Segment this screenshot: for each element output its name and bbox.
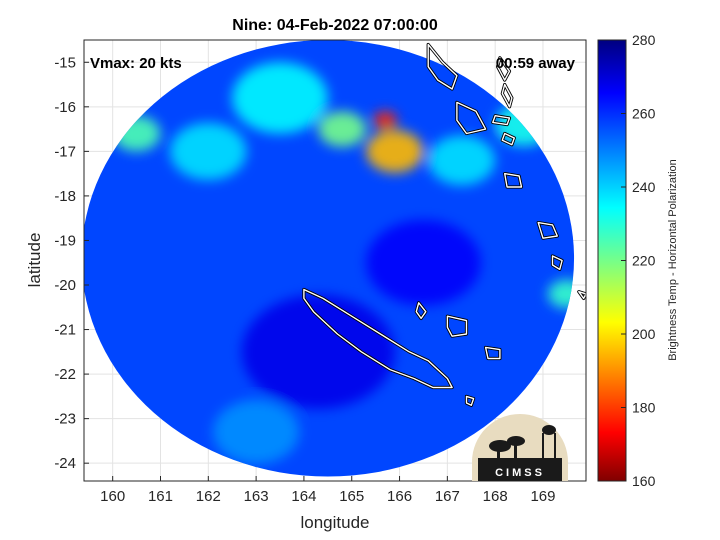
y-tick-label: -18 <box>54 188 76 205</box>
x-axis: 160 161 162 163 164 165 166 167 168 169 <box>100 476 555 505</box>
swath-feature <box>213 399 300 465</box>
coastline-pentecost <box>501 83 513 108</box>
y-axis-label: latitude <box>25 233 44 288</box>
swath-feature <box>547 279 575 309</box>
y-tick-label: -16 <box>54 99 76 116</box>
swath-features <box>112 62 575 465</box>
x-tick-label: 164 <box>291 488 316 505</box>
colorbar-tick-label: 220 <box>632 253 656 269</box>
x-tick-label: 160 <box>100 488 125 505</box>
y-tick-label: -21 <box>54 322 76 339</box>
coastline-espiritu-santo <box>427 43 458 90</box>
swath-feature <box>170 122 247 180</box>
x-axis-label: longitude <box>300 513 369 532</box>
x-tick-label: 161 <box>148 488 173 505</box>
y-tick-label: -22 <box>54 366 76 383</box>
coastline-isle-of-pines <box>465 395 475 406</box>
swath-feature <box>428 135 496 186</box>
colorbar-label: Brightness Temp - Horizontal Polarizatio… <box>667 159 679 361</box>
x-tick-label: 169 <box>530 488 555 505</box>
time-away-annotation: 00:59 away <box>496 55 576 72</box>
x-tick-label: 162 <box>196 488 221 505</box>
swath-feature <box>366 129 424 173</box>
x-tick-label: 168 <box>483 488 508 505</box>
coastline-maewo <box>496 57 511 81</box>
coastline-new-caledonia <box>303 288 453 389</box>
y-tick-label: -23 <box>54 411 76 428</box>
colorbar-tick-label: 200 <box>632 326 656 342</box>
colorbar-tick-label: 280 <box>632 32 656 48</box>
y-axis: -15 -16 -17 -18 -19 -20 -21 -22 -23 -24 <box>54 54 89 472</box>
colorbar-ticks: 280 260 240 220 200 180 160 <box>621 32 656 489</box>
swath-heatmap <box>84 40 575 477</box>
coastline-mare <box>484 346 501 360</box>
colorbar-tick-label: 240 <box>632 179 656 195</box>
plot-frame <box>83 39 587 482</box>
y-tick-label: -20 <box>54 277 76 294</box>
y-tick-label: -24 <box>54 455 76 472</box>
coastline-erromango <box>537 221 558 239</box>
coastline-efate <box>504 172 523 188</box>
coastline-aneityum <box>578 291 586 300</box>
x-tick-label: 163 <box>244 488 269 505</box>
swath-feature <box>373 111 398 130</box>
coastlines <box>302 42 586 407</box>
y-tick-label: -19 <box>54 232 76 249</box>
swath-feature <box>241 294 395 409</box>
coastline-ouvea <box>415 302 427 320</box>
coastline-lifou <box>446 315 468 337</box>
colorbar-tick-label: 180 <box>632 400 656 416</box>
cimss-logo: CIMSS <box>472 414 568 481</box>
x-tick-label: 165 <box>339 488 364 505</box>
vmax-annotation: Vmax: 20 kts <box>90 55 182 72</box>
y-tick-label: -17 <box>54 143 76 160</box>
colorbar-tick-label: 160 <box>632 473 656 489</box>
x-tick-label: 167 <box>435 488 460 505</box>
y-tick-label: -15 <box>54 54 76 71</box>
swath-feature <box>318 111 367 147</box>
coastline-ambrym <box>492 114 511 126</box>
chart-title: Nine: 04-Feb-2022 07:00:00 <box>232 17 438 34</box>
swath-feature <box>232 62 328 134</box>
coastline-malakula <box>456 101 487 135</box>
coastline-epi <box>501 132 515 146</box>
coastline-tanna <box>551 255 563 271</box>
swath-feature <box>366 219 481 306</box>
svg-text:CIMSS: CIMSS <box>495 467 545 479</box>
x-tick-label: 166 <box>387 488 412 505</box>
colorbar-tick-label: 260 <box>632 106 656 122</box>
